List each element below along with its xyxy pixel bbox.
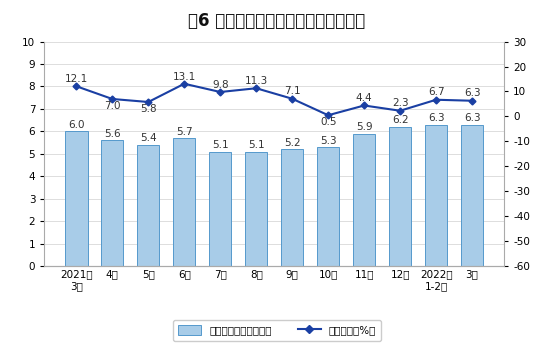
Text: 5.3: 5.3 [320,136,336,146]
Text: 0.5: 0.5 [320,118,336,127]
Text: 5.7: 5.7 [176,127,193,137]
Bar [209,152,232,266]
Legend: 日均产量（亿立方米）, 当月增速（%）: 日均产量（亿立方米）, 当月增速（%） [173,320,381,341]
Text: 7.1: 7.1 [284,86,300,97]
Bar [425,125,447,266]
Text: 13.1: 13.1 [173,72,196,82]
Text: 5.6: 5.6 [104,129,121,139]
Text: 6.3: 6.3 [464,113,480,123]
Bar [461,125,483,266]
Bar [137,145,160,266]
Text: 11.3: 11.3 [245,76,268,86]
Bar [65,131,88,266]
Text: 9.8: 9.8 [212,80,229,90]
Bar [173,138,196,266]
Text: 图6 规模以上工业天然气产量月度走势: 图6 规模以上工业天然气产量月度走势 [188,12,366,30]
Bar [353,134,375,266]
Text: 4.4: 4.4 [356,93,372,103]
Text: 5.8: 5.8 [140,104,157,114]
Text: 5.1: 5.1 [212,140,229,150]
Bar [245,152,268,266]
Text: 7.0: 7.0 [104,101,121,111]
Text: 5.1: 5.1 [248,140,265,150]
Text: 6.2: 6.2 [392,116,408,125]
Text: 6.0: 6.0 [68,120,85,130]
Text: 5.9: 5.9 [356,122,372,132]
Text: 5.4: 5.4 [140,134,157,143]
Text: 2.3: 2.3 [392,99,408,109]
Text: 12.1: 12.1 [65,74,88,84]
Text: 6.3: 6.3 [428,113,444,123]
Bar [101,140,124,266]
Text: 6.3: 6.3 [464,89,480,99]
Bar [389,127,411,266]
Text: 6.7: 6.7 [428,88,444,98]
Bar [281,149,304,266]
Text: 5.2: 5.2 [284,138,300,148]
Bar [317,147,340,266]
